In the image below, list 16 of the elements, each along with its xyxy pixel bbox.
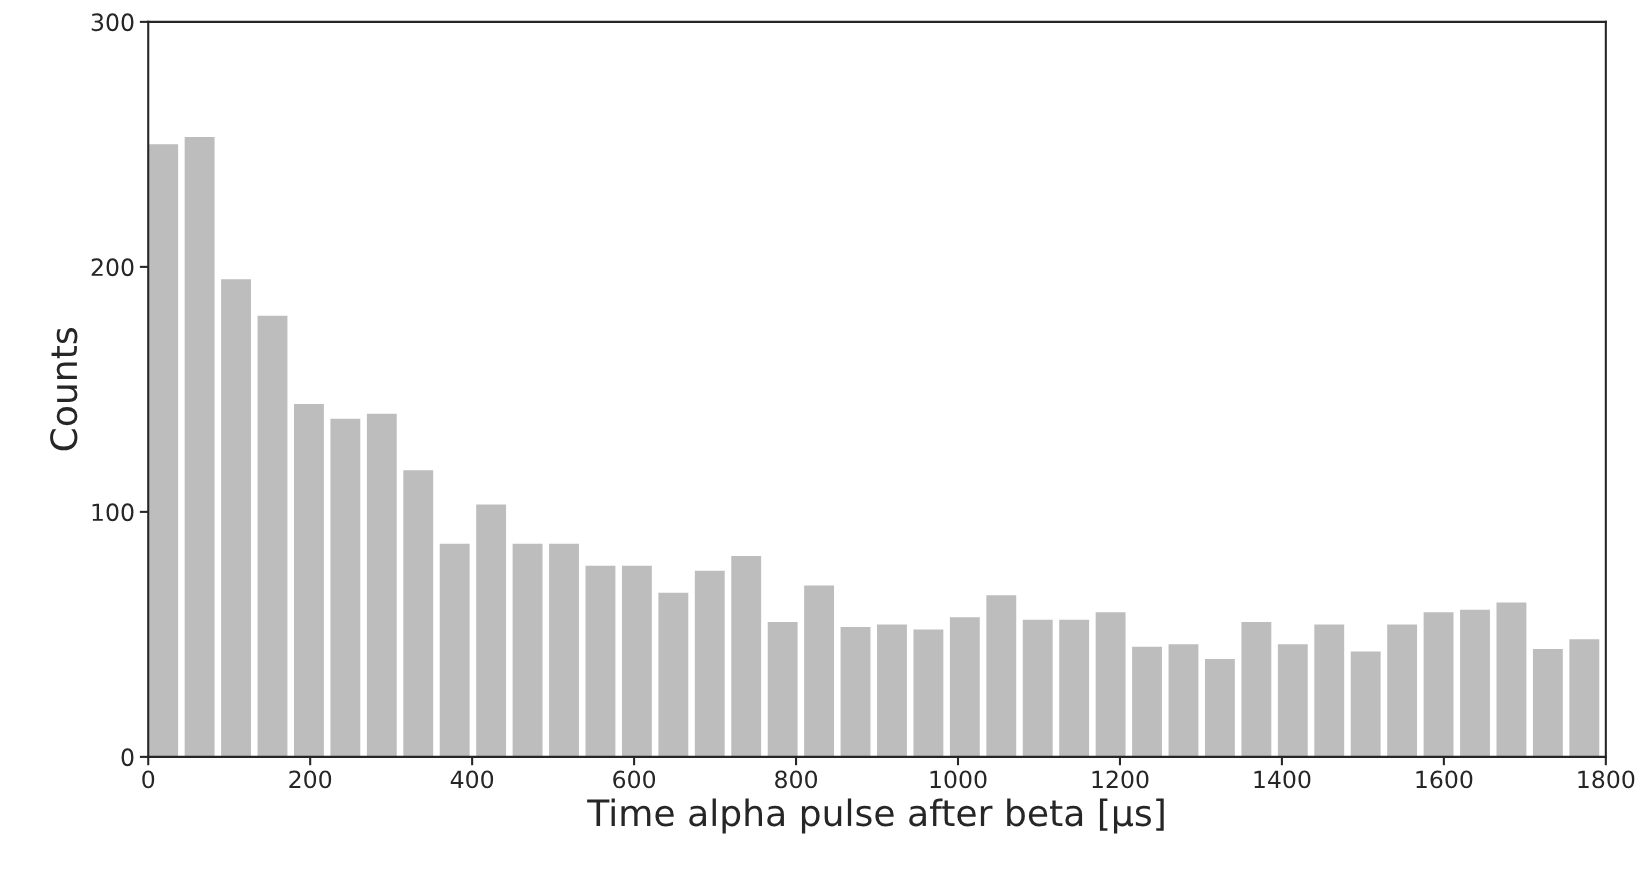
y-tick-label: 300 (91, 13, 134, 32)
x-tick-label: 200 (289, 770, 332, 789)
x-tick-label: 400 (450, 770, 494, 789)
y-tick-label: 200 (91, 258, 134, 277)
x-tick-label: 1600 (1416, 770, 1473, 789)
x-tick-label: 1000 (930, 770, 987, 789)
x-tick-label: 1800 (1578, 770, 1635, 789)
x-tick-label: 1400 (1254, 770, 1311, 789)
x-tick-label: 800 (775, 770, 818, 789)
y-tick-label: 0 (121, 748, 134, 767)
x-tick-label: 1200 (1092, 770, 1149, 789)
x-tick-label: 0 (142, 770, 155, 789)
y-axis-title: Counts (50, 328, 78, 451)
x-axis-title: Time alpha pulse after beta [µs] (587, 798, 1164, 834)
x-tick-label: 600 (613, 770, 656, 789)
y-tick-label: 100 (92, 503, 134, 522)
